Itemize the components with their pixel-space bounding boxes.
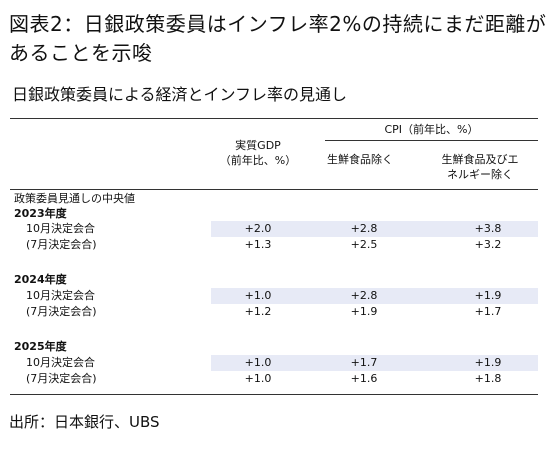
table-subtitle: 日銀政策委員による経済とインフレ率の見通し <box>12 85 348 104</box>
gdp-column-header: 実質GDP （前年比、%） <box>208 138 308 168</box>
source-note: 出所：日本銀行、UBS <box>9 413 160 431</box>
gdp-value: +1.0 <box>244 356 272 369</box>
gdp-value: +2.0 <box>244 222 272 235</box>
table-row: 10月決定会合 +2.0 +2.8 +3.8 <box>10 221 538 237</box>
core-core-header-line-2: ネルギー除く <box>447 168 513 181</box>
gdp-header-line-1: 実質GDP <box>235 139 281 152</box>
core-cpi-column-header: 生鮮食品除く <box>310 152 410 167</box>
core-cpi-value: +1.9 <box>350 305 378 318</box>
core-core-cpi-value: +3.8 <box>474 222 502 235</box>
table-row: (7月決定会合) +1.0 +1.6 +1.8 <box>10 371 538 387</box>
row-label: 10月決定会合 <box>26 289 95 302</box>
core-core-cpi-value: +1.9 <box>474 289 502 302</box>
core-cpi-value: +2.5 <box>350 238 378 251</box>
table-row: (7月決定会合) +1.3 +2.5 +3.2 <box>10 237 538 253</box>
gdp-header-line-2: （前年比、%） <box>219 154 297 167</box>
core-header-line-1: 生鮮食品除く <box>327 153 393 166</box>
row-label: 10月決定会合 <box>26 222 95 235</box>
row-label: (7月決定会合) <box>26 372 97 385</box>
core-cpi-value: +2.8 <box>350 222 378 235</box>
table-row: (7月決定会合) +1.2 +1.9 +1.7 <box>10 304 538 320</box>
gdp-value: +1.2 <box>244 305 272 318</box>
figure-title: 図表2：日銀政策委員はインフレ率2%の持続にまだ距離があることを示唆 <box>9 12 547 65</box>
table-row: 10月決定会合 +1.0 +1.7 +1.9 <box>10 355 538 371</box>
year-label-2023: 2023年度 <box>14 207 67 220</box>
row-label: (7月決定会合) <box>26 238 97 251</box>
gdp-value: +1.3 <box>244 238 272 251</box>
gdp-value: +1.0 <box>244 372 272 385</box>
core-core-header-line-1: 生鮮食品及びエ <box>441 153 519 166</box>
core-cpi-value: +1.7 <box>350 356 378 369</box>
gdp-value: +1.0 <box>244 289 272 302</box>
core-core-cpi-value: +1.7 <box>474 305 502 318</box>
row-label: 10月決定会合 <box>26 356 95 369</box>
table-row: 10月決定会合 +1.0 +2.8 +1.9 <box>10 288 538 304</box>
core-core-cpi-value: +1.9 <box>474 356 502 369</box>
core-cpi-value: +1.6 <box>350 372 378 385</box>
core-core-cpi-value: +3.2 <box>474 238 502 251</box>
core-core-cpi-column-header: 生鮮食品及びエ ネルギー除く <box>420 152 540 182</box>
year-label-2025: 2025年度 <box>14 340 67 353</box>
core-core-cpi-value: +1.8 <box>474 372 502 385</box>
core-cpi-value: +2.8 <box>350 289 378 302</box>
table-bottom-rule <box>10 394 538 395</box>
year-label-2024: 2024年度 <box>14 273 67 286</box>
cpi-header: CPI（前年比、%） <box>384 123 479 136</box>
section-label: 政策委員見通しの中央値 <box>14 192 135 205</box>
cpi-header-rule <box>325 140 538 141</box>
table-top-rule <box>10 118 538 119</box>
header-bottom-rule <box>10 189 538 190</box>
row-label: (7月決定会合) <box>26 305 97 318</box>
